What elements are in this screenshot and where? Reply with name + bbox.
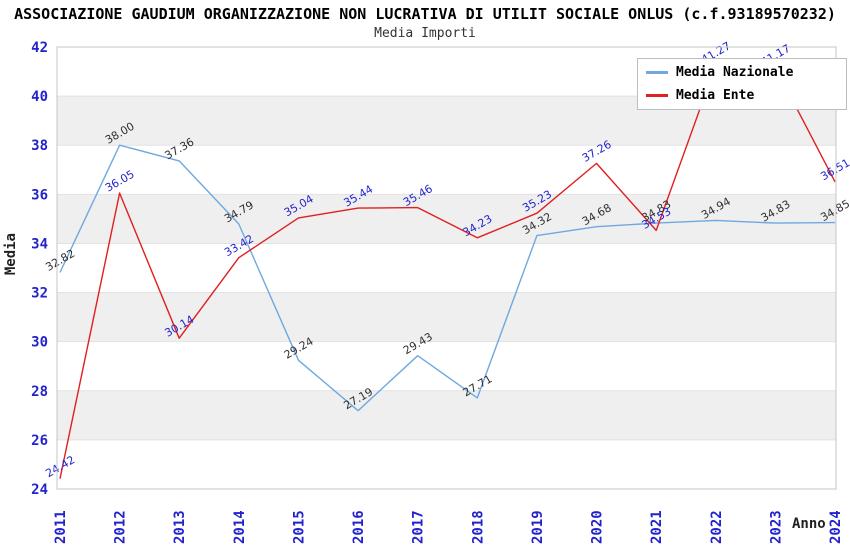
y-tick-label: 24	[31, 482, 48, 498]
data-labels-media-nazionale: 32.8238.0037.3634.7929.2427.1929.4327.71…	[43, 120, 850, 413]
x-tick-label: 2015	[292, 510, 308, 544]
x-axis-title: Anno	[792, 516, 826, 532]
chart-title: ASSOCIAZIONE GAUDIUM ORGANIZZAZIONE NON …	[14, 5, 836, 23]
y-tick-label: 32	[31, 286, 48, 302]
y-tick-label: 40	[31, 89, 48, 105]
y-axis-title: Media	[3, 233, 19, 276]
x-tick-label: 2024	[828, 510, 844, 544]
x-tick-label: 2014	[232, 510, 248, 544]
data-label: 36.05	[103, 168, 137, 195]
legend-item-media-nazionale: Media Nazionale	[646, 65, 838, 80]
media-nazionale-line-swatch-icon	[646, 71, 668, 74]
x-tick-label: 2022	[709, 510, 725, 544]
series-line-media-nazionale	[59, 144, 836, 412]
y-tick-label: 38	[31, 138, 48, 154]
y-tick-label: 28	[31, 384, 48, 400]
x-tick-labels: 2011 2012 2013 2014 2015 2016 2017 2018 2019 2020…	[53, 510, 844, 544]
legend-label: Media Nazionale	[676, 65, 794, 80]
legend-item-media-ente: Media Ente	[646, 88, 838, 103]
y-tick-label: 26	[31, 433, 48, 449]
x-tick-label: 2011	[53, 510, 69, 544]
band	[57, 390, 836, 440]
x-tick-label: 2019	[530, 510, 546, 544]
x-tick-label: 2020	[590, 510, 606, 544]
legend-label: Media Ente	[676, 88, 755, 103]
x-tick-label: 2013	[172, 510, 188, 544]
media-ente-line-swatch-icon	[646, 94, 668, 97]
x-tick-label: 2017	[411, 510, 427, 544]
y-tick-labels: 24 26 28 30 32 34 36 38 40 42	[31, 40, 48, 498]
chart-subtitle: Media Importi	[374, 26, 476, 41]
y-tick-label: 30	[31, 335, 48, 351]
x-tick-label: 2023	[768, 510, 784, 544]
y-tick-label: 42	[31, 40, 48, 56]
data-label: 32.82	[43, 247, 77, 274]
x-tick-label: 2018	[470, 510, 486, 544]
band	[57, 194, 836, 244]
x-tick-label: 2016	[351, 510, 367, 544]
y-tick-label: 36	[31, 187, 48, 203]
y-tick-label: 34	[31, 236, 48, 252]
plot-border	[56, 46, 837, 490]
x-tick-label: 2012	[113, 510, 129, 544]
chart-legend: Media Nazionale Media Ente	[637, 58, 847, 110]
band	[57, 292, 836, 342]
x-tick-label: 2021	[649, 510, 665, 544]
